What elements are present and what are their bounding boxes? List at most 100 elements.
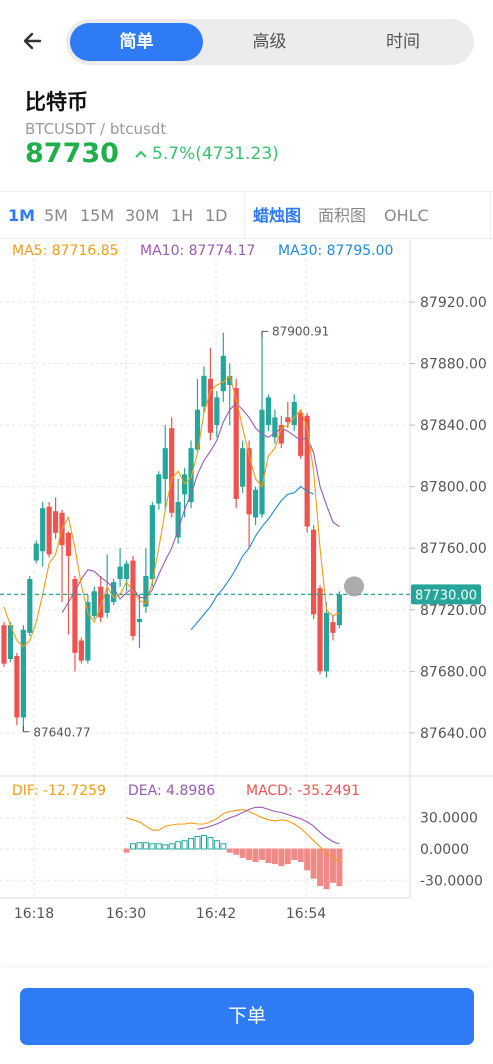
candle-body (98, 586, 104, 618)
interval-15m[interactable]: 15M (80, 206, 115, 225)
x-tick-label: 16:42 (196, 906, 236, 922)
candle-body (259, 409, 265, 515)
candle-body (169, 428, 175, 513)
interval-30m[interactable]: 30M (125, 206, 160, 225)
candle-body (194, 409, 201, 450)
candle-body (91, 591, 97, 616)
macd-histogram-bar (194, 835, 201, 850)
macd-histogram-bar (259, 848, 265, 860)
candle-body (285, 417, 291, 422)
macd-histogram-bar (188, 838, 195, 850)
ma5-legend: MA5: 87716.85 (12, 243, 119, 259)
candle-body (162, 448, 168, 479)
tab-time[interactable]: 时间 (386, 32, 420, 52)
coin-symbol: BTCUSDT / btcusdt (25, 120, 167, 138)
ma10-legend: MA10: 87774.17 (140, 243, 256, 259)
interval-5m[interactable]: 5M (44, 206, 68, 225)
macd-histogram-bar (213, 840, 220, 850)
candle-body (336, 594, 342, 626)
min-marker (22, 725, 30, 733)
candle-body (304, 415, 310, 527)
price-chart[interactable]: 87920.00 87880.00 87840.00 87800.00 87760.00… (0, 240, 493, 930)
current-price-tag-label: 87730.00 (415, 588, 477, 603)
candle-body (78, 640, 84, 661)
ma5-line (3, 374, 340, 648)
macd-histogram-bar (323, 848, 330, 890)
candle-body (136, 619, 143, 623)
interval-1d[interactable]: 1D (205, 206, 228, 225)
dea-line (197, 806, 340, 845)
ma10-line (61, 402, 340, 614)
candle-body (265, 397, 272, 426)
coin-name: 比特币 (25, 90, 88, 114)
macd-histogram-bar (304, 848, 311, 871)
chevron-up-icon (135, 150, 147, 158)
macd-histogram-bar (175, 841, 182, 850)
macd-legend: MACD: -35.2491 (246, 783, 361, 799)
macd-histogram-bar (252, 848, 259, 863)
macd-histogram-bar (142, 842, 149, 850)
macd-histogram-bar (149, 843, 156, 850)
candle-body (149, 505, 155, 579)
candle-body (207, 378, 213, 433)
candle-body (246, 448, 252, 515)
order-button[interactable]: 下单 (20, 988, 474, 1045)
macd-histogram-bar (181, 840, 188, 850)
y-tick-label: 87880.00 (420, 357, 487, 373)
macd-histogram-bar (239, 848, 246, 858)
candle-body (330, 622, 336, 633)
candle-body (14, 655, 20, 718)
candle-body (252, 489, 259, 518)
top-bar: 简单 高级 时间 (0, 0, 493, 84)
tab-simple[interactable]: 简单 (70, 23, 203, 61)
tab-advanced[interactable]: 高级 (252, 32, 287, 52)
x-tick-label: 16:30 (106, 906, 146, 922)
macd-histogram-bar (278, 848, 285, 867)
candle-body (111, 582, 117, 603)
candle-body (46, 506, 52, 555)
interval-1h[interactable]: 1H (171, 206, 194, 225)
y-tick-label: 87800.00 (420, 480, 487, 496)
macd-y-tick-label: 30.0000 (420, 811, 478, 827)
candle-body (53, 511, 59, 533)
candle-body (188, 448, 194, 503)
macd-histogram-bar (329, 848, 336, 883)
macd-histogram-bar (220, 843, 227, 850)
candle-body (220, 355, 226, 392)
interval-1m[interactable]: 1M (8, 206, 36, 225)
candle-body (27, 578, 33, 633)
max-label: 87900.91 (272, 324, 329, 338)
toolbar-edge (490, 192, 491, 240)
chart-type-candle[interactable]: 蜡烛图 (253, 206, 302, 225)
macd-histogram-bar (130, 843, 136, 850)
candle-body (278, 425, 284, 444)
candle-body (117, 566, 123, 579)
crosshair-dot (344, 576, 364, 597)
candle-body (7, 625, 14, 660)
y-tick-label: 87840.00 (420, 418, 487, 434)
mode-segmented-control: 简单 高级 时间 (66, 19, 474, 65)
candle-body (323, 612, 330, 672)
back-arrow-icon[interactable] (18, 26, 48, 56)
macd-histogram-bar (162, 844, 169, 850)
toolbar-divider (244, 192, 245, 240)
macd-histogram-bar (297, 848, 304, 863)
x-tick-label: 16:54 (286, 906, 326, 922)
candle-body (65, 532, 72, 556)
candle-body (20, 629, 26, 718)
current-price: 87730 (25, 138, 119, 169)
chart-type-area[interactable]: 面积图 (318, 206, 367, 225)
y-tick-label: 87760.00 (420, 541, 487, 557)
min-label: 87640.77 (33, 726, 90, 740)
macd-histogram-bar (291, 848, 298, 860)
candle-body (104, 594, 110, 613)
y-tick-label: 87640.00 (420, 726, 487, 742)
bottom-bar: 下单 (0, 968, 493, 1064)
candle-body (156, 474, 162, 504)
macd-histogram-bar (136, 842, 143, 850)
price-change-value: 5.7%(4731.23) (152, 143, 279, 164)
chart-type-ohlc[interactable]: OHLC (384, 206, 429, 225)
macd-y-tick-label: -30.0000 (420, 873, 483, 889)
candle-body (85, 602, 91, 661)
dif-legend: DIF: -12.7259 (12, 783, 106, 799)
